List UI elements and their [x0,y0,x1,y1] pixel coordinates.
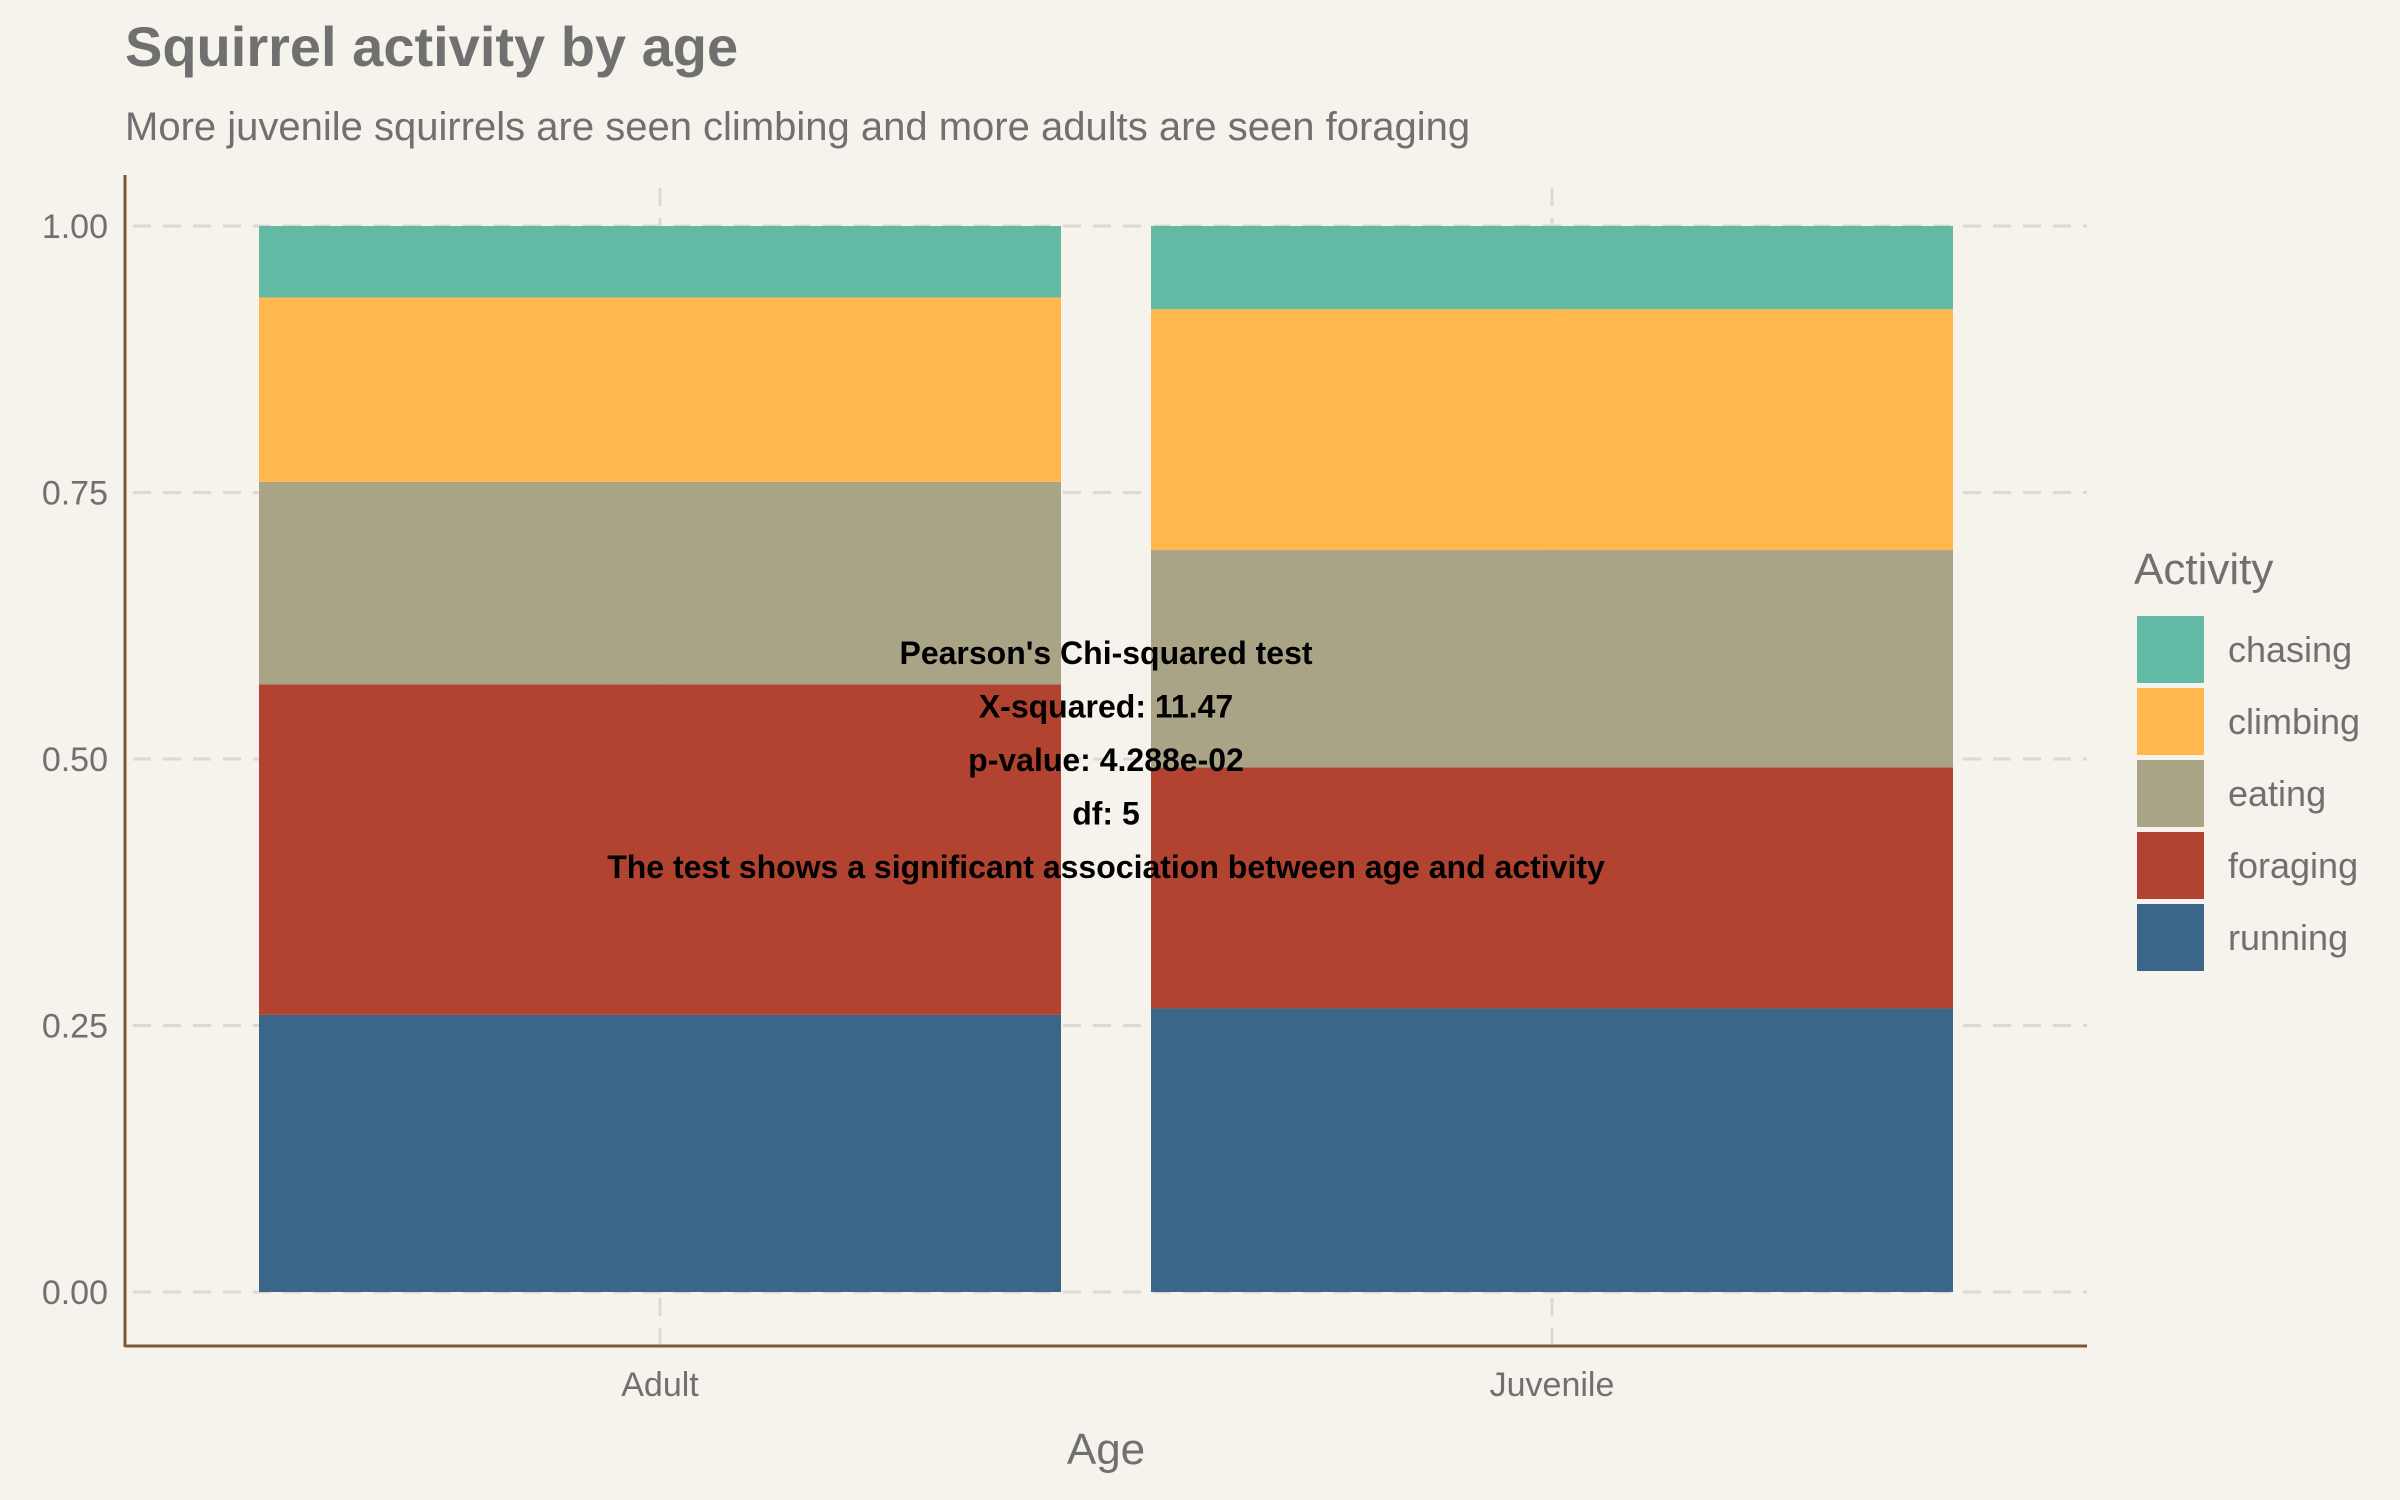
chart-title: Squirrel activity by age [125,15,738,78]
y-tick-label: 0.25 [42,1008,108,1046]
legend-swatch-climbing [2137,688,2204,755]
x-tick-label: Juvenile [1490,1366,1615,1404]
bar-segment-running [259,1014,1061,1292]
chart-subtitle: More juvenile squirrels are seen climbin… [125,105,1470,149]
y-tick-label: 0.50 [42,741,108,779]
legend-title: Activity [2134,545,2273,594]
bar-segment-chasing [259,226,1061,298]
annotation-line: X-squared: 11.47 [979,689,1233,725]
y-tick-label: 0.75 [42,475,108,513]
legend-swatch-foraging [2137,832,2204,899]
bar-segment-foraging [1151,767,1953,1009]
y-tick-label: 0.00 [42,1274,108,1312]
legend-label: foraging [2228,845,2358,886]
annotation-line: The test shows a significant association… [607,849,1605,885]
legend-swatch-chasing [2137,616,2204,683]
legend-label: climbing [2228,701,2360,742]
chi-squared-annotation: Pearson's Chi-squared test X-squared: 11.… [607,635,1605,885]
legend-swatch-eating [2137,760,2204,827]
legend-label: eating [2228,773,2326,814]
axes [123,175,2087,1348]
bar-segment-climbing [259,297,1061,482]
annotation-line: Pearson's Chi-squared test [899,635,1312,671]
annotation-line: df: 5 [1072,796,1140,832]
annotation-line: p-value: 4.288e-02 [968,742,1244,778]
legend-swatch-running [2137,904,2204,971]
bar-segment-climbing [1151,309,1953,551]
x-tick-labels: Adult Juvenile [621,1366,1614,1404]
legend-label: running [2228,917,2348,958]
bar-segment-eating [259,481,1061,685]
legend-label: chasing [2228,629,2352,670]
bar-segment-eating [1151,550,1953,768]
x-axis-title: Age [1067,1425,1145,1474]
bar-segment-running [1151,1008,1953,1292]
x-tick-label: Adult [621,1366,699,1404]
legend: chasing climbing eating foraging running [2137,616,2360,971]
y-tick-labels: 0.00 0.25 0.50 0.75 1.00 [42,208,108,1312]
y-tick-label: 1.00 [42,208,108,246]
bars [259,226,1953,1292]
bar-segment-chasing [1151,226,1953,310]
bar-segment-foraging [259,684,1061,1015]
